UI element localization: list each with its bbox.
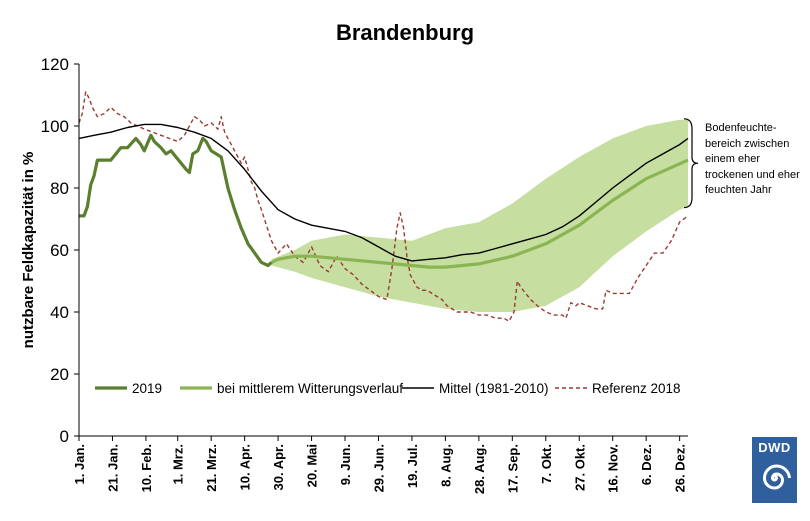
y-tick-label: 120 xyxy=(41,55,69,74)
series-mittel-line xyxy=(78,123,689,262)
y-tick-label: 60 xyxy=(50,241,69,260)
x-tick-label: 28. Aug. xyxy=(472,444,487,494)
range-annotation: Bodenfeuchte-bereich zwischen einem eher… xyxy=(705,122,800,196)
y-tick-label: 80 xyxy=(50,179,69,198)
x-tick-label: 20. Mai xyxy=(305,444,320,487)
legend-item-referenz-label: Referenz 2018 xyxy=(592,381,681,396)
y-tick-label: 100 xyxy=(41,117,69,136)
dwd-logo-text: DWD xyxy=(758,440,791,455)
moisture-range-band xyxy=(271,119,688,312)
series-layer xyxy=(78,91,689,322)
range-bracket-path xyxy=(683,118,699,209)
x-tick-label: 1. Jan. xyxy=(72,444,87,484)
y-tick-label: 40 xyxy=(50,303,69,322)
dwd-logo: DWD xyxy=(752,437,797,503)
legend-item-mittlerer-label: bei mittlerem Witterungsverlauf xyxy=(217,381,403,396)
x-tick-label: 19. Jul. xyxy=(405,444,420,488)
x-tick-label: 21. Mrz. xyxy=(204,444,219,492)
x-tick-label: 7. Okt. xyxy=(539,444,554,484)
moisture-range-band-layer xyxy=(271,119,688,312)
series-referenz-line xyxy=(78,91,689,322)
dwd-spiral-icon xyxy=(762,464,791,490)
legend-item-mittel-label: Mittel (1981-2010) xyxy=(439,381,549,396)
x-tick-label: 1. Mrz. xyxy=(171,444,186,484)
axes: 0 20 40 60 80 100 120 1. Jan. 21. Jan. 10. Feb. 1.… xyxy=(20,55,688,494)
chart-title: Brandenburg xyxy=(335,20,475,45)
series-mittlerer-line xyxy=(270,158,689,269)
y-axis-label: nutzbare Feldkapazität in % xyxy=(20,152,37,349)
legend: 2019 bei mittlerem Witterungsverlauf Mitte… xyxy=(95,381,681,396)
range-bracket xyxy=(683,118,699,209)
x-tick-label: 30. Apr. xyxy=(271,444,286,490)
y-tick-label: 0 xyxy=(60,427,69,446)
y-tick-label: 20 xyxy=(50,365,69,384)
x-tick-label: 10. Apr. xyxy=(238,444,253,490)
x-tick-label: 10. Feb. xyxy=(139,444,154,492)
series-2019-line xyxy=(79,133,273,268)
x-tick-label: 27. Okt. xyxy=(572,444,587,491)
x-tick-label: 26. Dez. xyxy=(673,444,688,492)
x-tick-label: 6. Dez. xyxy=(639,444,654,485)
x-tick-label: 17. Sep. xyxy=(505,444,520,493)
legend-item-2019-label: 2019 xyxy=(132,381,162,396)
x-tick-label: 21. Jan. xyxy=(105,444,120,492)
x-tick-label: 9. Jun. xyxy=(338,444,353,485)
x-tick-label: 16. Nov. xyxy=(606,444,621,493)
x-tick-label: 8. Aug. xyxy=(438,444,453,487)
x-tick-label: 29. Jun. xyxy=(371,444,386,492)
